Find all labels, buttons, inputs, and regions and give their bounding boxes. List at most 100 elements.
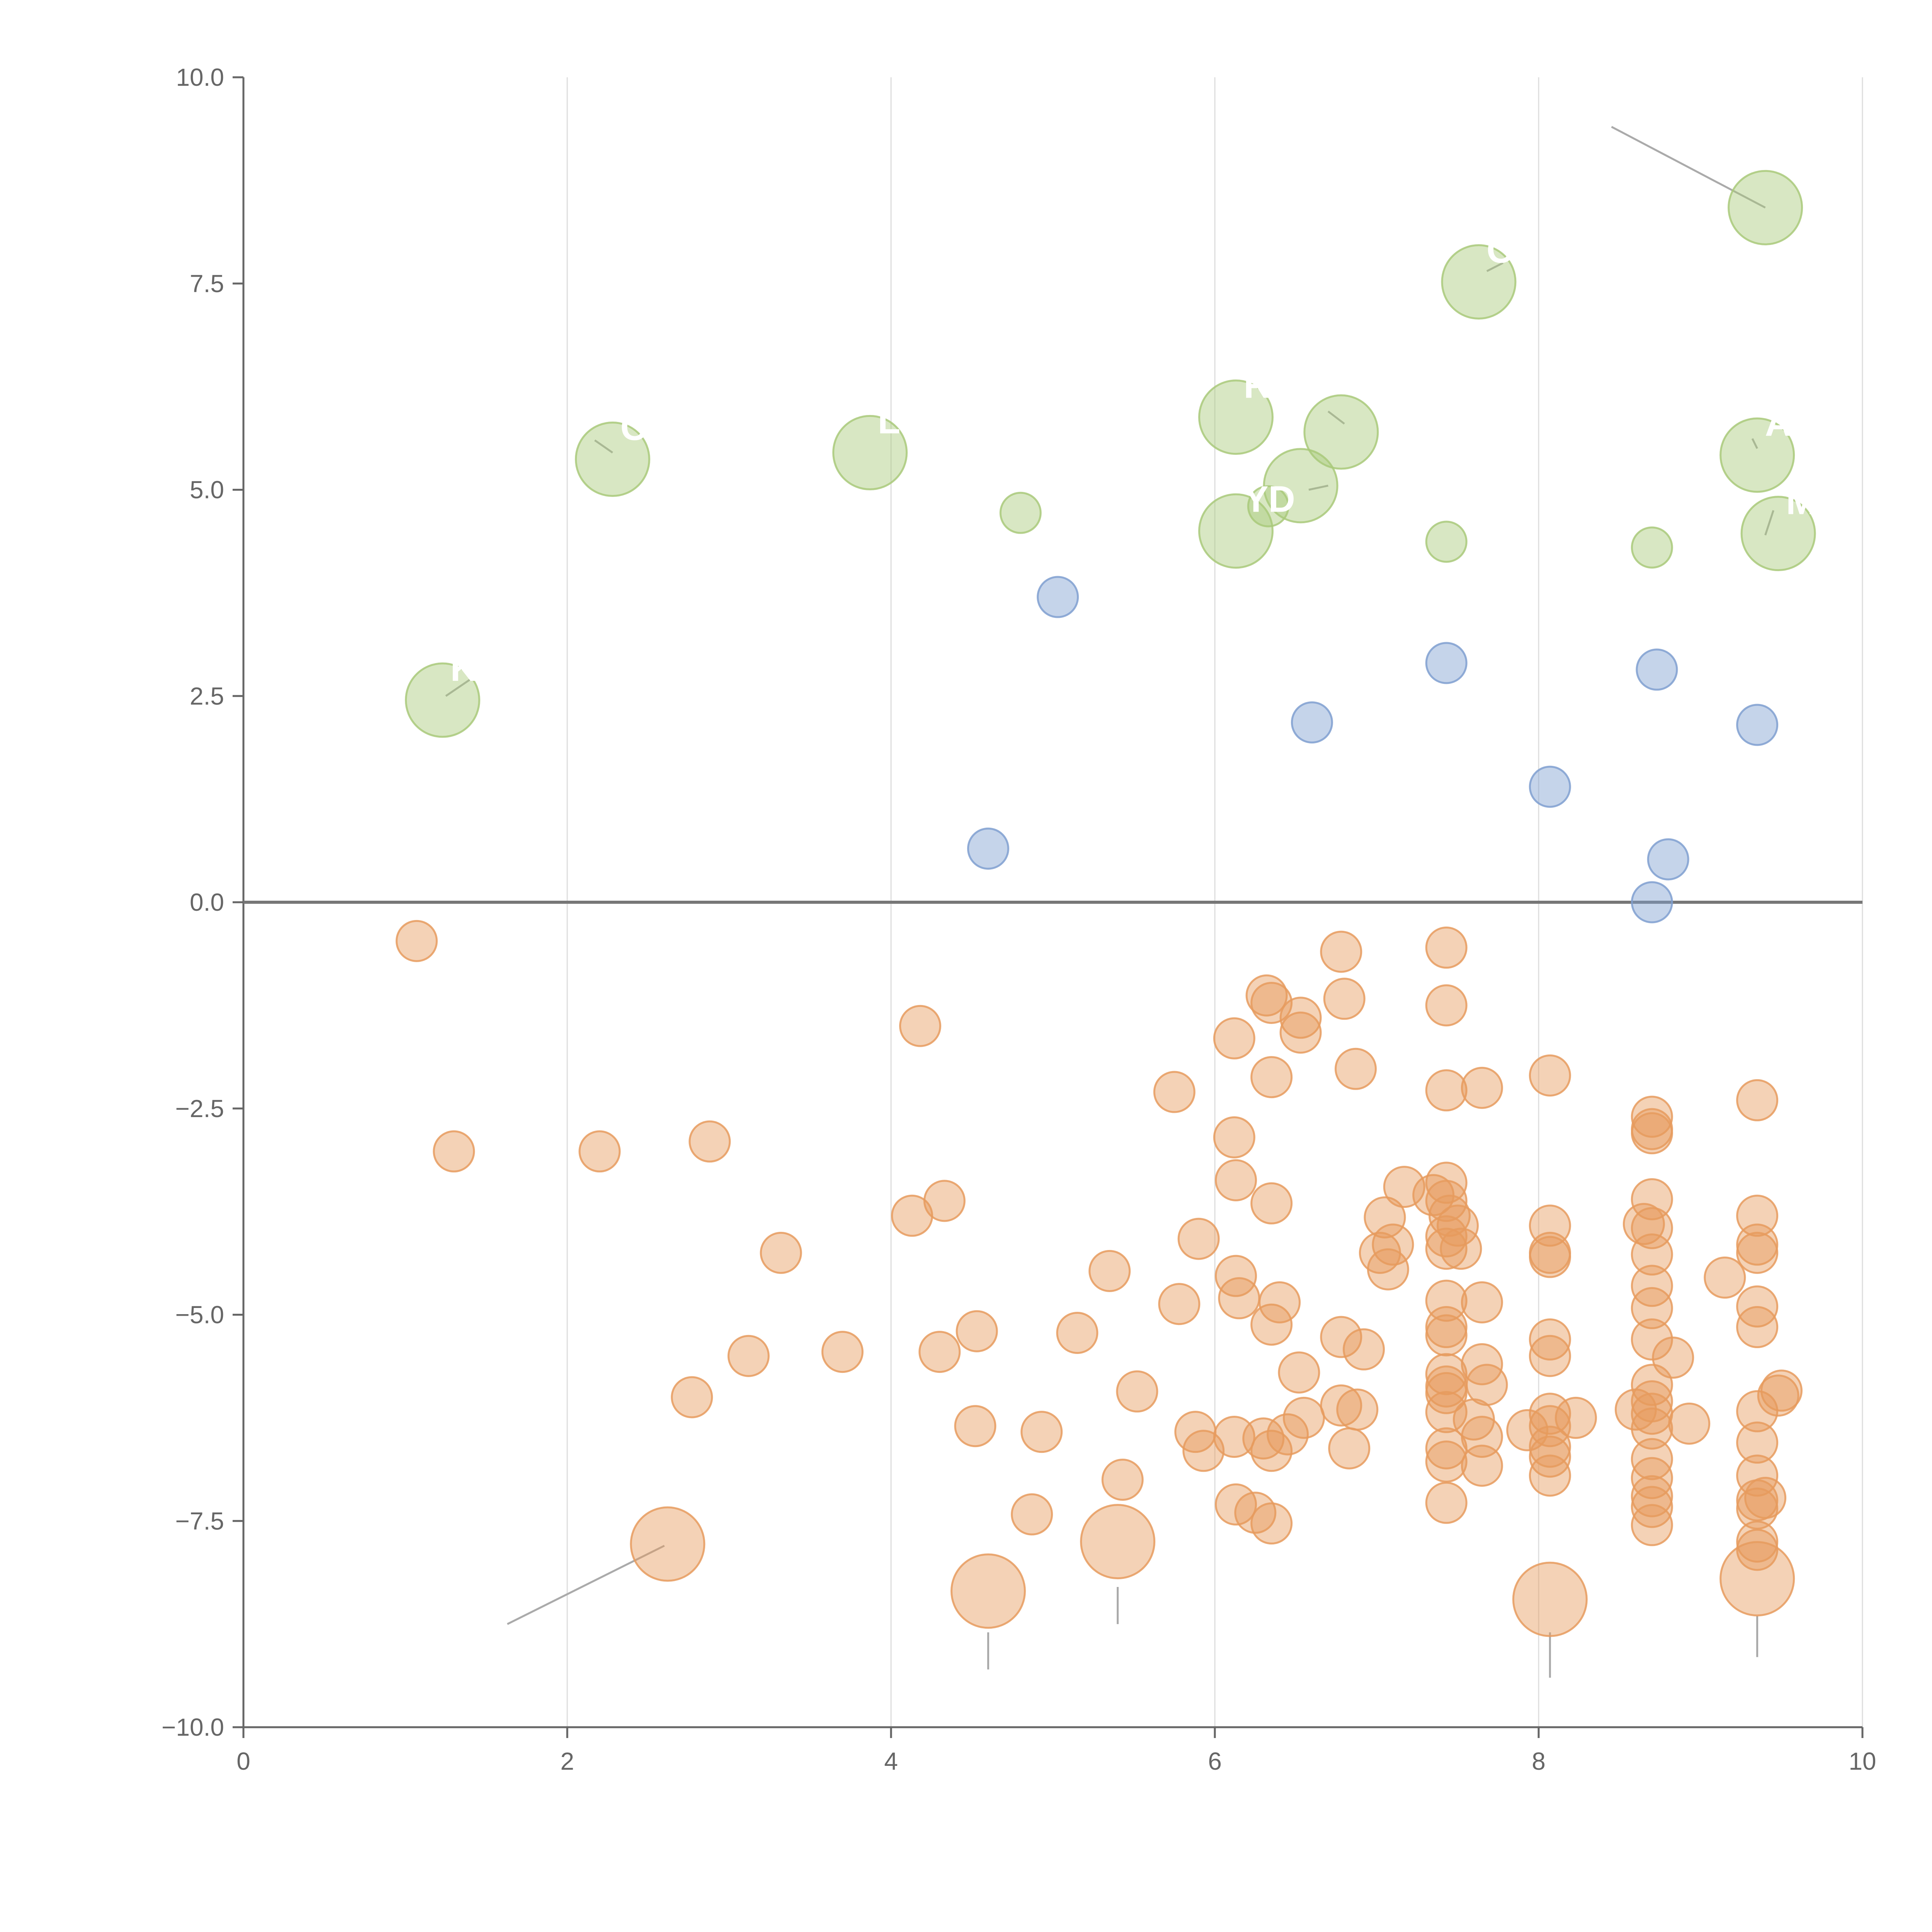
- positive-large-point: [1631, 526, 1673, 569]
- point-label: LEN: [878, 400, 952, 441]
- y-tick-label: 5.0: [190, 476, 224, 504]
- negative-point: [1554, 1396, 1597, 1439]
- negative-point: [1425, 1180, 1468, 1222]
- positive-large-point: [1441, 244, 1517, 320]
- negative-point: [1529, 1393, 1571, 1435]
- leader-lines: [445, 126, 1774, 1678]
- negative-point: [1425, 1391, 1468, 1433]
- negative-point: [899, 1005, 941, 1047]
- negative-point: [1461, 1444, 1503, 1487]
- negative-point: [1182, 1430, 1225, 1472]
- negative-point: [1736, 1529, 1779, 1571]
- negative-point: [1213, 1116, 1255, 1158]
- positive-large-point: [1728, 170, 1803, 245]
- positive-large-point: [1263, 448, 1338, 524]
- negative-point: [395, 920, 438, 962]
- negative-point: [1631, 1407, 1673, 1450]
- negative-point: [1425, 1372, 1468, 1414]
- negative-point: [1631, 1457, 1673, 1499]
- y-tick-label: 0.0: [190, 888, 224, 916]
- negative-point: [1631, 1178, 1673, 1221]
- leader-line: [1486, 262, 1503, 272]
- leader-line: [507, 1545, 665, 1625]
- positive-large-point: [1198, 379, 1274, 455]
- negative-point: [1056, 1311, 1099, 1354]
- negative-point: [1425, 1069, 1468, 1112]
- negative-point: [1631, 1318, 1673, 1361]
- positive-large-point: [999, 492, 1042, 534]
- positive-large-point: [1247, 485, 1289, 527]
- negative-point: [1631, 1364, 1673, 1406]
- negative-point: [1425, 1481, 1468, 1524]
- negative-point: [1736, 1487, 1779, 1530]
- positive-large-point: [575, 422, 650, 497]
- point-label: OL: [1486, 229, 1538, 270]
- negative-point: [1425, 1228, 1468, 1270]
- negative-point: [1631, 1287, 1673, 1329]
- negative-point: [956, 1310, 998, 1352]
- x-tick-label: 10: [1849, 1747, 1876, 1775]
- negative-point: [1323, 978, 1366, 1020]
- negative-point: [1512, 1561, 1588, 1637]
- negative-point: [1342, 1328, 1385, 1371]
- y-tick-label: −10.0: [162, 1713, 224, 1741]
- point-label: CH: [620, 407, 674, 448]
- negative-point: [689, 1120, 731, 1163]
- leader-line: [594, 439, 613, 454]
- leader-line: [1327, 410, 1345, 425]
- negative-point: [1213, 1017, 1255, 1060]
- negative-point: [1245, 974, 1288, 1017]
- negative-point: [1267, 1413, 1309, 1456]
- x-tick-label: 8: [1532, 1747, 1546, 1775]
- negative-point: [1320, 1384, 1362, 1427]
- negative-point: [821, 1331, 864, 1373]
- negative-point: [1631, 1504, 1673, 1546]
- negative-point: [1704, 1256, 1746, 1299]
- negative-point: [671, 1376, 713, 1418]
- negative-point: [1529, 1054, 1571, 1097]
- negative-point: [1279, 997, 1322, 1039]
- negative-point: [1757, 1374, 1799, 1417]
- negative-point: [1425, 1162, 1468, 1204]
- axes: [233, 76, 1864, 1738]
- y-tick-label: −5.0: [175, 1301, 224, 1329]
- negative-point: [1529, 1425, 1571, 1468]
- negative-point: [1177, 1218, 1220, 1260]
- negative-point: [1153, 1071, 1196, 1113]
- negative-point: [1529, 1435, 1571, 1478]
- leader-line: [1611, 126, 1766, 209]
- positive-small-point: [1529, 765, 1571, 808]
- y-tick-label: 2.5: [190, 682, 224, 710]
- positive-large-point: [405, 662, 480, 738]
- negative-point: [1529, 1454, 1571, 1497]
- negative-point: [1736, 1231, 1779, 1274]
- y-tick-label: −7.5: [175, 1507, 224, 1535]
- positive-large-point: [1719, 417, 1795, 493]
- negative-point: [1279, 1011, 1322, 1054]
- positive-large-point: [832, 415, 908, 490]
- negative-point: [433, 1130, 475, 1173]
- point-label: K: [450, 648, 477, 689]
- tick-labels: 0 2 4 6 8 10 −10.0 −7.5 −5.0 −2.5 0.0 2.5 5.0 7.5 10.0: [162, 63, 1876, 1775]
- negative-point: [1736, 1421, 1779, 1464]
- negative-point: [1461, 1066, 1503, 1109]
- negative-point: [1259, 1281, 1301, 1323]
- negative-point: [1631, 1475, 1673, 1517]
- negative-point: [1631, 1112, 1673, 1155]
- negative-point: [1214, 1255, 1257, 1297]
- negative-point: [1218, 1277, 1260, 1320]
- positive-small-point: [1631, 881, 1673, 923]
- negative-point: [1461, 1343, 1503, 1386]
- x-tick-label: 4: [884, 1747, 898, 1775]
- negative-point: [630, 1506, 706, 1582]
- negative-point: [1336, 1388, 1379, 1431]
- negative-point: [1335, 1048, 1377, 1090]
- negative-point: [1328, 1427, 1371, 1469]
- negative-point: [1529, 1236, 1571, 1278]
- positive-large-point: [1740, 496, 1816, 571]
- positive-small-point: [967, 827, 1009, 870]
- point-label: R: [1243, 365, 1270, 406]
- negative-point: [1736, 1194, 1779, 1237]
- leader-line: [1751, 438, 1758, 449]
- negative-point: [1631, 1233, 1673, 1276]
